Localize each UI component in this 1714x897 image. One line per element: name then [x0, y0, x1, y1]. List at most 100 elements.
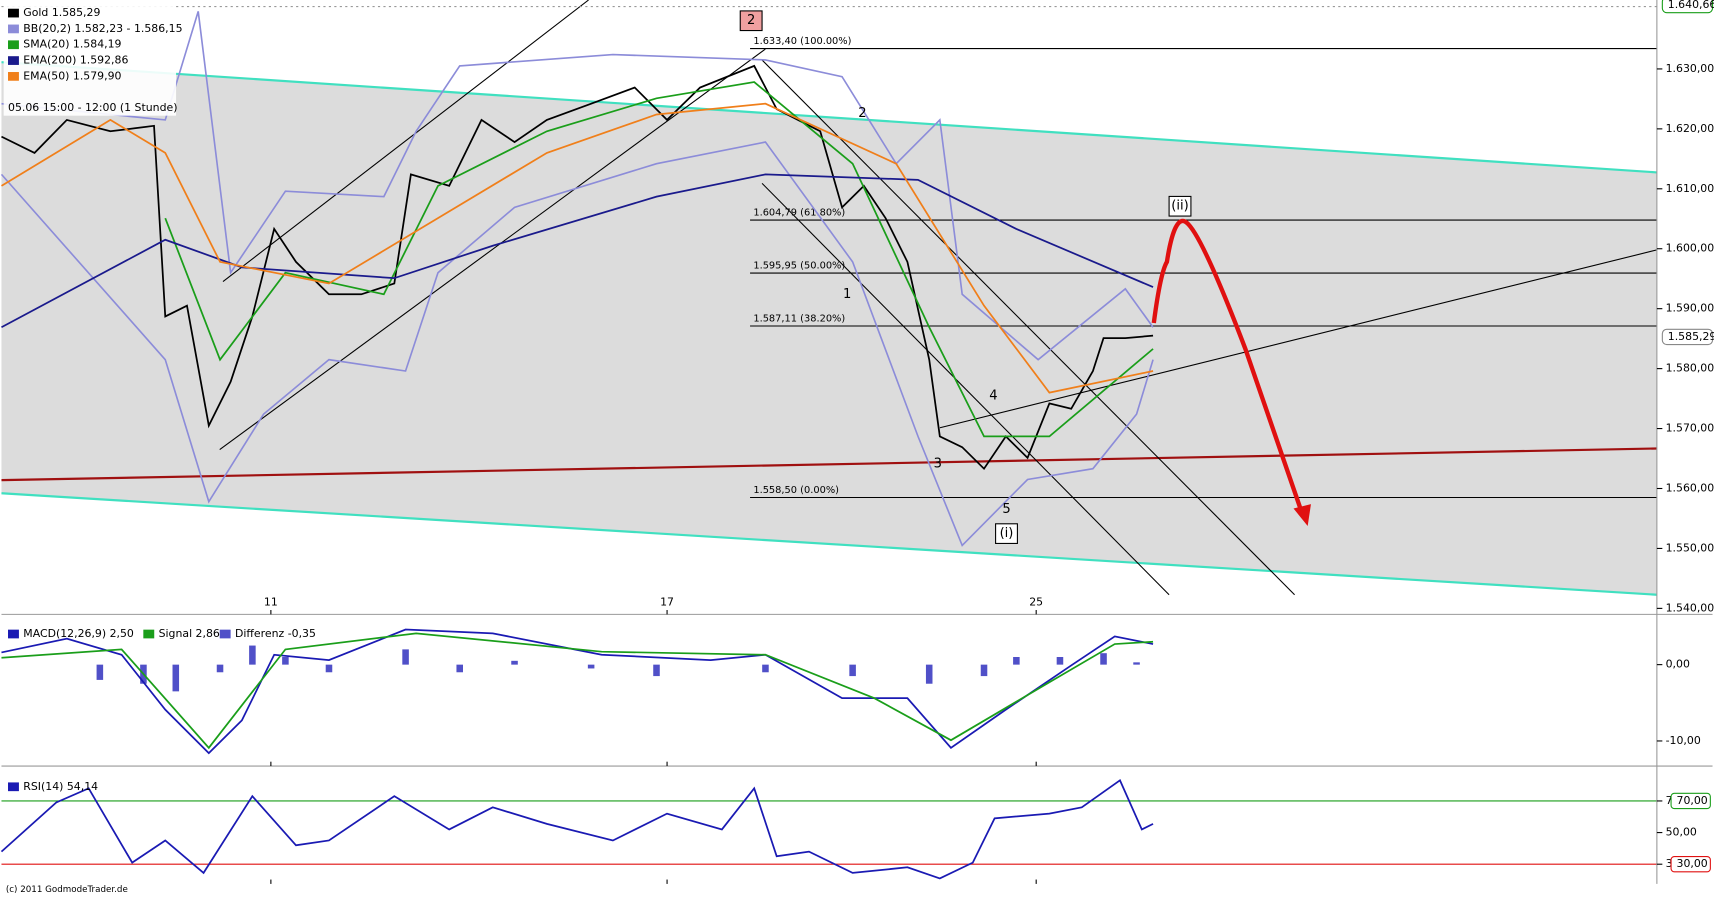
trend-line — [761, 59, 1295, 596]
legend-swatch — [8, 782, 19, 792]
histogram-bar — [1133, 662, 1140, 665]
legend-swatch — [8, 56, 19, 65]
period-label: 05.06 15:00 - 12:00 (1 Stunde) — [8, 101, 177, 114]
histogram-bar — [980, 664, 988, 677]
legend-swatch — [143, 629, 155, 639]
series-line — [1, 632, 1154, 750]
channel-bottom — [1, 492, 1657, 596]
forecast-arrow — [1151, 218, 1303, 509]
fib-label: 1.633,40 (100.00%) — [753, 36, 851, 47]
plot — [0, 11, 1657, 880]
trend-line — [939, 249, 1658, 429]
histogram-bar — [456, 664, 464, 673]
price-marker-label: 1.585,29 — [1668, 330, 1714, 343]
y-tick-label: 1.620,00 — [1666, 122, 1714, 135]
histogram-bar — [849, 664, 856, 677]
legend-swatch — [8, 24, 19, 34]
y-tick-label: 1.550,00 — [1666, 541, 1714, 554]
fib-label: 1.558,50 (0.00%) — [753, 485, 839, 496]
y-tick-label: 50,00 — [1666, 826, 1697, 839]
legend-label: MACD(12,26,9) 2,50 — [23, 627, 134, 640]
support-line — [1, 447, 1657, 482]
x-tick-label: 25 — [1029, 595, 1043, 608]
histogram-bar — [653, 664, 660, 677]
wave-label: 2 — [747, 13, 755, 28]
trend-line — [761, 182, 1170, 596]
histogram-bar — [96, 664, 104, 680]
legend-swatch — [8, 629, 19, 639]
legend-swatch — [8, 40, 19, 50]
wave-label: (i) — [1000, 526, 1014, 541]
price-marker-label: 1.640,66 — [1668, 0, 1714, 11]
histogram-bar — [587, 664, 595, 669]
y-tick-label: 0,00 — [1666, 658, 1690, 671]
level-box — [1670, 792, 1711, 810]
histogram-bar — [402, 649, 409, 665]
wave-box — [739, 10, 763, 32]
y-tick-label: 1.630,00 — [1666, 62, 1714, 75]
y-tick-label: 1.600,00 — [1666, 242, 1714, 255]
wave-label: 4 — [989, 389, 997, 404]
copyright: (c) 2011 GodmodeTrader.de — [6, 885, 128, 895]
histogram-bar — [249, 645, 256, 665]
y-tick-label: 1.570,00 — [1666, 422, 1714, 435]
y-tick-label: 1.580,00 — [1666, 362, 1714, 375]
histogram-bar — [511, 660, 518, 665]
legend-swatch — [8, 72, 19, 81]
trend-line — [219, 48, 766, 451]
histogram-bar — [925, 664, 933, 684]
x-tick-label: 11 — [264, 595, 278, 608]
x-tick-label: 17 — [660, 595, 674, 608]
series-line — [1, 102, 1154, 394]
histogram-bar — [282, 657, 289, 665]
fib-label: 1.595,95 (50.00%) — [753, 260, 845, 271]
wave-label: 1 — [843, 287, 851, 302]
y-tick-label: 1.610,00 — [1666, 182, 1714, 195]
wave-label: 2 — [858, 106, 866, 121]
price-marker — [1661, 0, 1714, 14]
y-tick-label: 1.540,00 — [1666, 601, 1714, 614]
channel-top — [1, 61, 1657, 174]
histogram-bar — [1013, 657, 1020, 665]
trend-line — [222, 0, 589, 282]
wave-label: 5 — [1002, 502, 1010, 517]
histogram-bar — [216, 664, 224, 673]
legend-swatch — [219, 629, 231, 639]
y-tick-label: 1.590,00 — [1666, 302, 1714, 315]
series-line — [0, 141, 1154, 547]
wave-label: 3 — [934, 456, 942, 471]
histogram-bar — [1100, 653, 1107, 665]
channel-area — [1, 62, 1657, 595]
arrow-head — [1293, 504, 1311, 526]
wave-label: (ii) — [1171, 199, 1188, 214]
level-label: 30,00 — [1677, 857, 1708, 870]
legend-label: EMA(200) 1.592,86 — [23, 54, 128, 67]
y-tick-label: 1.560,00 — [1666, 481, 1714, 494]
level-box — [1670, 856, 1711, 873]
y-tick-label: -10,00 — [1666, 734, 1701, 747]
legend-label: BB(20,2) 1.582,23 - 1.586,15 — [23, 22, 182, 35]
legend-label: Signal 2,86 — [159, 627, 220, 640]
histogram-bar — [1056, 657, 1064, 665]
wave-box — [1168, 195, 1192, 217]
legend-label: RSI(14) 54,14 — [23, 780, 98, 793]
histogram-bar — [325, 664, 333, 673]
fib-label: 1.587,11 (38.20%) — [753, 313, 845, 324]
histogram-bar — [762, 664, 769, 673]
histogram-bar — [172, 664, 180, 692]
series-line — [0, 779, 1154, 880]
series-line — [1, 11, 1154, 361]
legend-label: Differenz -0,35 — [235, 627, 316, 640]
series-line — [1, 628, 1154, 755]
legend-swatch — [8, 8, 19, 18]
series-line — [1, 173, 1154, 329]
level-label: 70,00 — [1677, 794, 1708, 807]
legend-label: SMA(20) 1.584,19 — [23, 38, 121, 51]
price-marker — [1661, 328, 1714, 346]
legend-box — [3, 2, 177, 116]
series-line — [164, 81, 1154, 438]
fib-levels: 1.633,40 (100.00%) 1.604,79 (61.80%) 1.595… — [750, 36, 1657, 499]
fib-label: 1.604,79 (61.80%) — [753, 207, 845, 218]
